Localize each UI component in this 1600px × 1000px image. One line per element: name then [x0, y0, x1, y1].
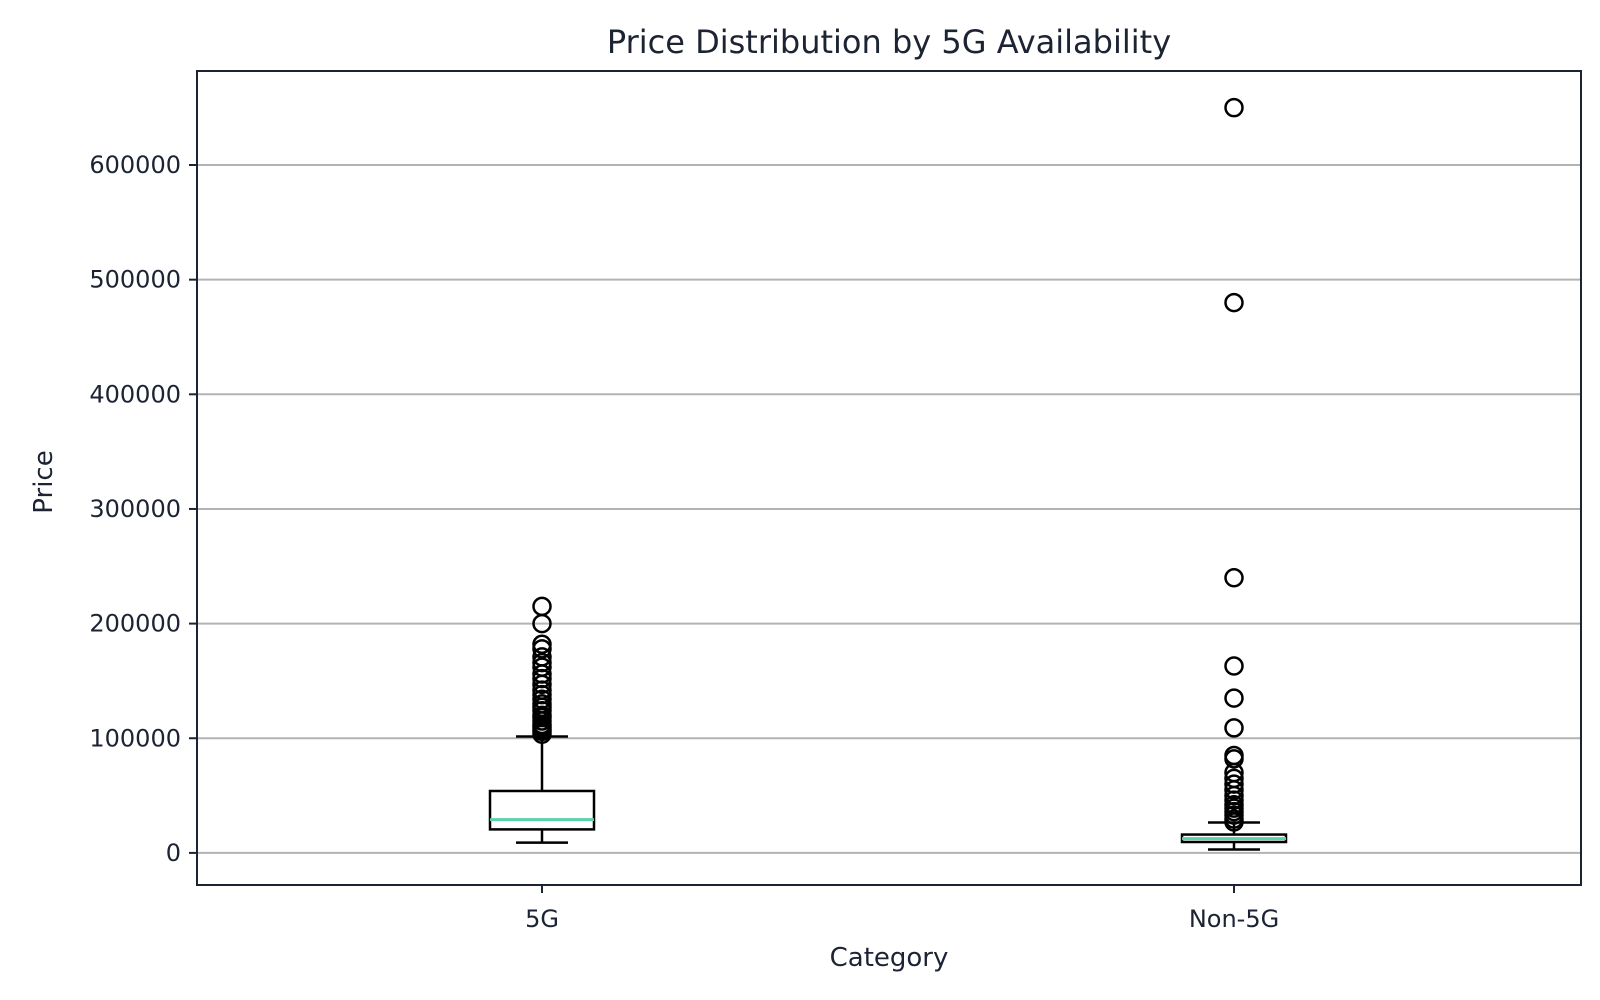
outlier-point [1224, 688, 1244, 708]
outlier-point [1224, 718, 1244, 738]
outlier-point [1224, 292, 1244, 313]
y-tick-label: 0 [166, 839, 181, 867]
grid-layer [197, 164, 1581, 854]
x-tick-label: Non-5G [1189, 905, 1279, 933]
box-group [488, 596, 596, 844]
y-axis-label: Price [29, 450, 59, 513]
outlier-point [532, 647, 552, 667]
y-tick-label: 200000 [89, 610, 181, 638]
y-tick-label: 600000 [89, 151, 181, 179]
box-layer [488, 97, 1288, 851]
outlier-point [1224, 745, 1244, 766]
box-group [1180, 97, 1288, 851]
y-tick-label: 300000 [89, 495, 181, 523]
outlier-point [532, 634, 552, 654]
outlier-point [532, 652, 552, 673]
y-tick-label: 400000 [89, 380, 181, 408]
x-tick-label: 5G [525, 905, 559, 933]
iqr-box [488, 789, 596, 831]
outlier-point [1224, 97, 1244, 118]
outlier-point [1224, 567, 1244, 588]
tick-layer: 0 100000 200000 300000 400000 500000 600000 5G N… [89, 151, 1279, 933]
outlier-point [1224, 774, 1244, 794]
chart-title: Price Distribution by 5G Availability [607, 23, 1171, 61]
plot-frame [196, 70, 1582, 886]
y-tick-label: 100000 [89, 724, 181, 752]
x-axis-label: Category [830, 943, 949, 973]
outlier-point [1224, 656, 1244, 676]
y-tick-label: 500000 [89, 266, 181, 294]
outlier-point [1224, 768, 1244, 789]
outlier-point [532, 596, 552, 617]
